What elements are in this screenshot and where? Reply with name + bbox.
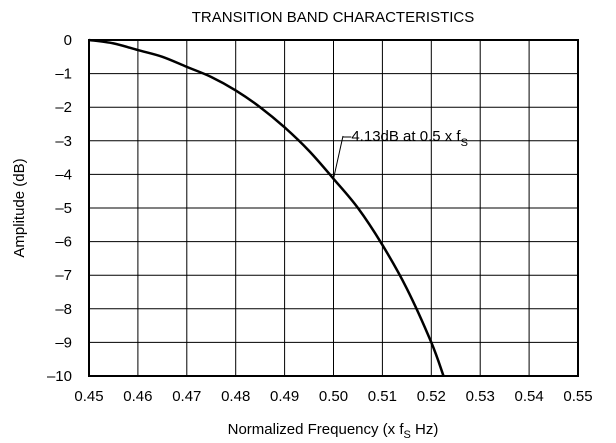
x-axis-label-main: Normalized Frequency (x f (228, 421, 405, 438)
x-tick-labels: 0.45 0.46 0.47 0.48 0.49 0.50 0.51 0.52 0.53 0.54… (74, 388, 592, 405)
annotation-label-main: –4.13dB at 0.5 x f (343, 128, 461, 145)
y-tick-label: 0 (64, 32, 72, 49)
x-axis-label-subscript: S (404, 429, 411, 441)
x-tick-label: 0.48 (221, 388, 250, 405)
grid (89, 40, 578, 376)
y-tick-label: –5 (55, 200, 72, 217)
x-tick-label: 0.50 (319, 388, 348, 405)
y-tick-label: –6 (55, 234, 72, 251)
x-tick-label: 0.55 (563, 388, 592, 405)
x-tick-label: 0.49 (270, 388, 299, 405)
y-tick-label: –1 (55, 66, 72, 83)
plot-frame (88, 39, 579, 377)
x-tick-label: 0.54 (514, 388, 543, 405)
annotation-leader-line (333, 135, 344, 179)
x-tick-label: 0.46 (123, 388, 152, 405)
x-axis-label: Normalized Frequency (x fS Hz) (228, 421, 439, 441)
y-tick-label: –9 (55, 334, 72, 351)
annotation-label: –4.13dB at 0.5 x fS (343, 128, 468, 149)
x-tick-label: 0.51 (368, 388, 397, 405)
chart-title: TRANSITION BAND CHARACTERISTICS (192, 9, 475, 26)
annotation-label-subscript: S (461, 137, 468, 149)
x-axis-label-end: Hz) (411, 421, 439, 438)
y-tick-label: –2 (55, 99, 72, 116)
x-tick-label: 0.47 (172, 388, 201, 405)
y-tick-label: –7 (55, 267, 72, 284)
x-tick-label: 0.45 (74, 388, 103, 405)
y-tick-label: –8 (55, 301, 72, 318)
y-tick-label: –10 (47, 368, 72, 385)
y-tick-labels: 0 –1 –2 –3 –4 –5 –6 –7 –8 –9 –10 (47, 32, 72, 385)
y-tick-label: –3 (55, 133, 72, 150)
amplitude-curve (88, 38, 445, 377)
y-tick-label: –4 (55, 166, 72, 183)
x-tick-label: 0.52 (417, 388, 446, 405)
y-axis-label: Amplitude (dB) (11, 158, 28, 257)
x-tick-label: 0.53 (466, 388, 495, 405)
